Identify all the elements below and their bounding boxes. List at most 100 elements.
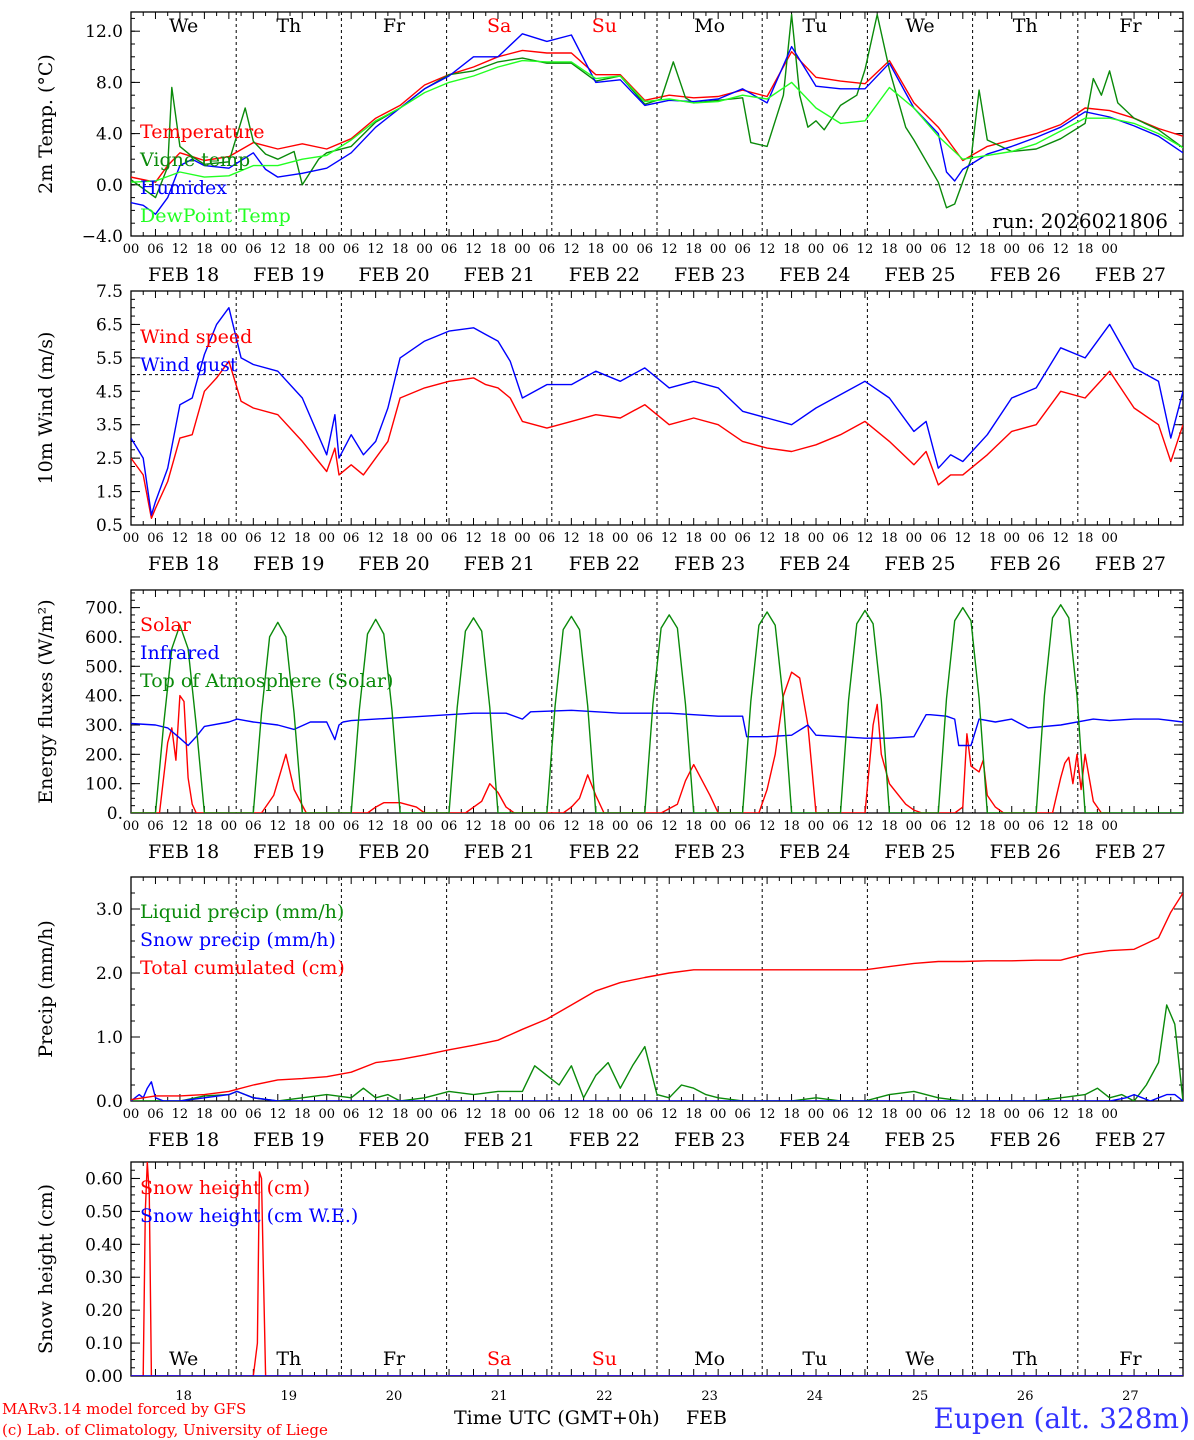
y-tick-label: 300. [85,716,123,736]
hour-tick-label: 18 [490,242,507,257]
hour-tick-label: 00 [123,1107,140,1122]
legend-entry: DewPoint Temp [140,205,291,227]
hour-tick-label: 12 [661,531,678,546]
y-tick-label: 0. [107,804,123,824]
hour-tick-label: 18 [294,242,311,257]
day-number-label: 25 [912,1389,929,1404]
y-tick-label: 0.00 [85,1367,123,1387]
weekday-label: Th [1013,1348,1038,1370]
hour-tick-label: 00 [1003,819,1020,834]
hour-tick-label: 18 [294,819,311,834]
y-tick-label: 500. [85,657,123,677]
hour-tick-label: 06 [343,531,360,546]
hour-tick-label: 00 [221,242,238,257]
legend-entry: Snow height (cm W.E.) [140,1205,358,1227]
panel-snow: 0.00 0.10 0.20 0.30 0.40 0.50 0.60 Snow height … [35,1161,1184,1404]
day-label: FEB 19 [253,841,324,863]
hour-tick-label: 06 [147,1107,164,1122]
hour-tick-label: 18 [979,819,996,834]
hour-tick-label: 18 [783,531,800,546]
hour-tick-label: 18 [881,1107,898,1122]
hour-tick-label: 12 [661,819,678,834]
hour-tick-label: 06 [636,242,653,257]
weekday-label: Th [276,15,301,37]
credit-line-1: MARv3.14 model forced by GFS [2,1400,246,1418]
y-tick-label: 2.5 [96,449,123,469]
weekday-label: Th [276,1348,301,1370]
hour-tick-label: 00 [416,819,433,834]
weekday-label: Th [1013,15,1038,37]
day-label: FEB 18 [148,264,219,286]
hour-tick-label: 18 [392,1107,409,1122]
hour-tick-label: 12 [857,242,874,257]
hour-tick-label: 18 [588,819,605,834]
hour-tick-label: 00 [808,531,825,546]
day-number-label: 24 [807,1389,824,1404]
day-label: FEB 23 [674,264,745,286]
hour-tick-label: 06 [832,531,849,546]
hour-tick-label: 18 [783,242,800,257]
panel-wind: 0.5 1.5 2.5 3.5 4.5 5.5 6.5 7.5 10m Wind (m/s) 00… [35,282,1184,575]
hour-tick-label: 18 [588,242,605,257]
hour-tick-label: 06 [1028,531,1045,546]
hour-tick-label: 06 [734,531,751,546]
hour-tick-label: 18 [881,819,898,834]
weekday-label: Sa [487,15,511,37]
legend-entry: Liquid precip (mm/h) [140,901,344,923]
y-tick-label: 600. [85,628,123,648]
hour-tick-label: 18 [685,819,702,834]
hour-tick-label: 12 [367,242,384,257]
y-tick-label: 0.20 [85,1301,123,1321]
y-tick-label: 3.5 [96,416,123,436]
hour-tick-label: 18 [881,531,898,546]
hour-tick-label: 00 [221,819,238,834]
hour-tick-label: 18 [783,1107,800,1122]
hour-tick-label: 18 [588,1107,605,1122]
hour-tick-label: 12 [172,242,189,257]
day-label: FEB 21 [464,841,535,863]
series-line-wind-speed [131,360,1183,519]
y-axis-title: Snow height (cm) [35,1184,57,1354]
hour-tick-label: 12 [759,1107,776,1122]
series-line-solar [131,671,1110,813]
hour-tick-label: 12 [759,242,776,257]
hour-tick-label: 00 [123,531,140,546]
hour-tick-label: 06 [441,1107,458,1122]
day-label: FEB 27 [1095,1129,1166,1151]
hour-tick-label: 06 [147,242,164,257]
hour-tick-label: 18 [1077,819,1094,834]
hour-tick-label: 18 [685,242,702,257]
weekday-label: Tu [802,1348,827,1370]
hour-tick-label: 12 [759,531,776,546]
day-label: FEB 21 [464,1129,535,1151]
day-label: FEB 25 [884,1129,955,1151]
weekday-label: Tu [802,15,827,37]
day-label: FEB 24 [779,1129,850,1151]
weekday-label: We [169,1348,198,1370]
credit-line-2: (c) Lab. of Climatology, University of L… [2,1421,328,1439]
hour-tick-label: 12 [270,1107,287,1122]
weekday-label: Mo [694,15,725,37]
hour-tick-label: 12 [270,242,287,257]
y-tick-label: 8.0 [96,73,123,93]
hour-tick-label: 12 [367,1107,384,1122]
series-line-snow-height-cm- [131,1162,1183,1376]
legend-entry: Top of Atmosphere (Solar) [140,670,393,692]
hour-tick-label: 18 [294,531,311,546]
weekday-label: We [169,15,198,37]
hour-tick-label: 12 [465,531,482,546]
day-label: FEB 19 [253,553,324,575]
day-label: FEB 20 [358,1129,429,1151]
hour-tick-label: 06 [930,819,947,834]
hour-tick-label: 06 [636,1107,653,1122]
hour-tick-label: 00 [416,1107,433,1122]
hour-tick-label: 00 [1101,1107,1118,1122]
y-tick-label: 700. [85,599,123,619]
day-label: FEB 24 [779,264,850,286]
hour-tick-label: 18 [392,531,409,546]
hour-tick-label: 12 [1052,819,1069,834]
hour-tick-label: 00 [1101,819,1118,834]
y-tick-label: 0.10 [85,1334,123,1354]
hour-tick-label: 18 [490,531,507,546]
